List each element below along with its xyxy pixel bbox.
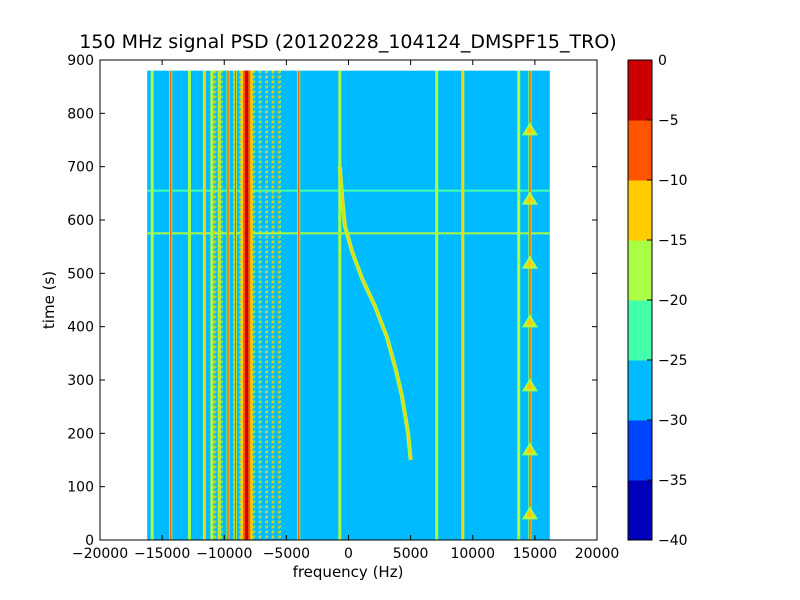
doppler-trace — [339, 166, 412, 461]
x-tick-label: 0 — [344, 546, 353, 562]
burst — [525, 381, 534, 390]
chart-title: 150 MHz signal PSD (20120228_104124_DMSP… — [79, 31, 616, 53]
burst — [525, 317, 534, 326]
horizontal-band — [147, 189, 550, 192]
colorbar-tick-label: −35 — [658, 473, 688, 489]
y-axis-label: time (s) — [40, 271, 58, 329]
y-tick-label: 400 — [67, 320, 94, 336]
y-tick-label: 100 — [67, 480, 94, 496]
x-tick-label: −10000 — [196, 546, 252, 562]
burst — [525, 194, 534, 203]
y-tick-label: 700 — [67, 160, 94, 176]
colorbar-segment — [628, 300, 652, 361]
burst — [525, 258, 534, 267]
x-tick-label: 20000 — [575, 546, 620, 562]
colorbar-tick-label: 0 — [658, 53, 667, 69]
colorbar-tick-label: −10 — [658, 173, 688, 189]
y-tick-label: 500 — [67, 266, 94, 282]
carrier-core — [245, 70, 249, 541]
y-tick-label: 600 — [67, 213, 94, 229]
x-tick-label: −5000 — [263, 546, 310, 562]
colorbar-segment — [628, 420, 652, 481]
x-tick-label: 15000 — [513, 546, 558, 562]
colorbar-segment — [628, 180, 652, 241]
colorbar-segment — [628, 480, 652, 541]
burst — [525, 509, 534, 518]
x-tick-label: −15000 — [134, 546, 190, 562]
colorbar-tick-label: −25 — [658, 353, 688, 369]
x-tick-label: 5000 — [393, 546, 429, 562]
x-tick-label: −20000 — [72, 546, 128, 562]
y-tick-label: 0 — [85, 533, 94, 549]
spectrum-background — [147, 70, 550, 541]
x-tick-label: 10000 — [450, 546, 495, 562]
colorbar-tick-label: −15 — [658, 233, 688, 249]
colorbar-tick-label: −5 — [658, 113, 679, 129]
y-tick-label: 800 — [67, 106, 94, 122]
burst — [525, 445, 534, 454]
colorbar-tick-label: −20 — [658, 293, 688, 309]
spectrogram-plot — [147, 70, 550, 541]
y-axis: 0 100 200 300 400 500 600 700 800 900 — [67, 53, 597, 549]
colorbar: −40 −35 −30 −25 −20 −15 −10 −5 0 — [627, 53, 688, 549]
burst — [525, 125, 534, 134]
colorbar-tick-label: −40 — [658, 533, 688, 549]
colorbar-segment — [628, 60, 652, 121]
y-tick-label: 300 — [67, 373, 94, 389]
colorbar-tick-label: −30 — [658, 413, 688, 429]
y-tick-label: 900 — [67, 53, 94, 69]
colorbar-segment — [628, 240, 652, 301]
y-tick-label: 200 — [67, 426, 94, 442]
colorbar-segment — [628, 360, 652, 421]
colorbar-segment — [628, 120, 652, 181]
x-axis: −20000 −15000 −10000 −5000 0 5000 10000 15000 20… — [72, 60, 619, 562]
x-axis-label: frequency (Hz) — [293, 563, 404, 581]
